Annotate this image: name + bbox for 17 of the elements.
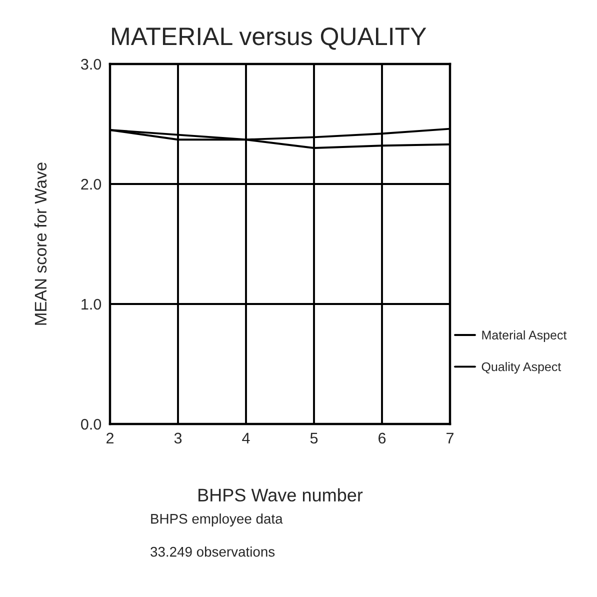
y-tick-label: 0.0 bbox=[81, 418, 102, 430]
x-tick-label: 6 bbox=[378, 432, 386, 444]
x-axis-title: BHPS Wave number bbox=[198, 488, 363, 502]
x-tick-label: 3 bbox=[174, 432, 182, 444]
x-tick-label: 7 bbox=[446, 432, 454, 444]
y-tick-label: 2.0 bbox=[81, 178, 102, 190]
y-tick-label: 3.0 bbox=[81, 58, 102, 70]
chart-title: MATERIAL versus QUALITY bbox=[112, 28, 426, 50]
text: BHPS employee data bbox=[151, 514, 283, 526]
x-tick-label: 2 bbox=[106, 432, 114, 444]
text: 33.249 observations bbox=[150, 546, 275, 557]
legend-label: Material Aspect bbox=[482, 330, 567, 342]
y-axis-title: MEAN score for Wave bbox=[34, 162, 47, 325]
x-tick-label: 4 bbox=[242, 432, 250, 444]
legend-label: Quality Aspect bbox=[482, 362, 562, 374]
y-tick-label: 1.0 bbox=[82, 298, 102, 310]
x-tick-label: 5 bbox=[310, 432, 318, 444]
